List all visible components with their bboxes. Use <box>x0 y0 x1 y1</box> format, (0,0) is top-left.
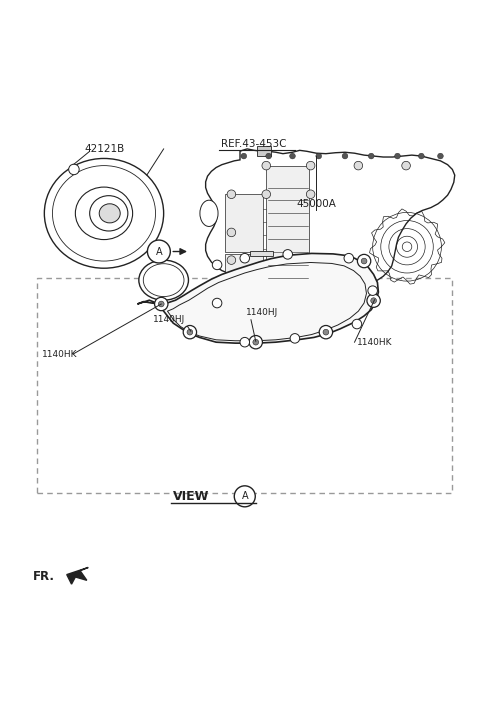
Ellipse shape <box>200 200 218 227</box>
Circle shape <box>253 339 259 345</box>
Circle shape <box>358 255 371 268</box>
Circle shape <box>227 256 236 265</box>
Polygon shape <box>67 568 88 584</box>
Circle shape <box>395 153 400 159</box>
Circle shape <box>367 294 380 307</box>
Circle shape <box>368 153 374 159</box>
Circle shape <box>290 334 300 343</box>
Bar <box>250 250 274 256</box>
Circle shape <box>212 298 222 308</box>
Circle shape <box>342 153 348 159</box>
Circle shape <box>183 325 197 339</box>
Circle shape <box>306 190 315 198</box>
Circle shape <box>319 325 333 339</box>
Circle shape <box>212 260 222 270</box>
Text: 1140HJ: 1140HJ <box>246 308 278 317</box>
Bar <box>225 194 263 252</box>
Bar <box>37 278 452 493</box>
Ellipse shape <box>44 158 164 268</box>
Circle shape <box>158 301 164 307</box>
Circle shape <box>371 298 376 304</box>
Circle shape <box>306 161 315 170</box>
Text: 1140HJ: 1140HJ <box>153 315 185 324</box>
Polygon shape <box>205 149 455 284</box>
Circle shape <box>240 253 250 263</box>
Ellipse shape <box>75 187 132 240</box>
Circle shape <box>155 297 168 311</box>
Circle shape <box>262 190 271 198</box>
Circle shape <box>227 190 236 198</box>
Text: 42121B: 42121B <box>85 144 125 154</box>
Ellipse shape <box>99 204 120 223</box>
Circle shape <box>438 153 444 159</box>
Text: A: A <box>156 247 162 257</box>
Circle shape <box>147 240 170 263</box>
Circle shape <box>249 336 263 349</box>
Circle shape <box>289 153 295 159</box>
Circle shape <box>266 153 272 159</box>
Circle shape <box>241 153 247 159</box>
Circle shape <box>419 153 424 159</box>
Circle shape <box>262 161 271 170</box>
Circle shape <box>187 329 193 335</box>
Circle shape <box>402 161 410 170</box>
Ellipse shape <box>90 195 128 231</box>
Circle shape <box>344 253 354 263</box>
Circle shape <box>234 486 255 507</box>
Ellipse shape <box>139 260 189 300</box>
Text: 45000A: 45000A <box>297 198 336 209</box>
Circle shape <box>352 319 362 329</box>
Circle shape <box>323 329 329 335</box>
Text: A: A <box>241 491 248 501</box>
Circle shape <box>69 164 79 175</box>
Polygon shape <box>137 253 378 343</box>
Text: REF.43-453C: REF.43-453C <box>221 139 287 149</box>
Circle shape <box>283 250 292 259</box>
Circle shape <box>354 161 363 170</box>
Circle shape <box>240 337 250 347</box>
Bar <box>266 165 309 280</box>
Text: VIEW: VIEW <box>173 490 209 503</box>
Bar <box>257 145 271 156</box>
Bar <box>225 254 263 280</box>
Circle shape <box>316 153 322 159</box>
Text: 1140HK: 1140HK <box>357 338 393 347</box>
Circle shape <box>368 286 377 295</box>
Text: FR.: FR. <box>33 570 54 583</box>
Circle shape <box>361 258 367 264</box>
Text: 1140HK: 1140HK <box>42 349 77 359</box>
Circle shape <box>227 228 236 237</box>
